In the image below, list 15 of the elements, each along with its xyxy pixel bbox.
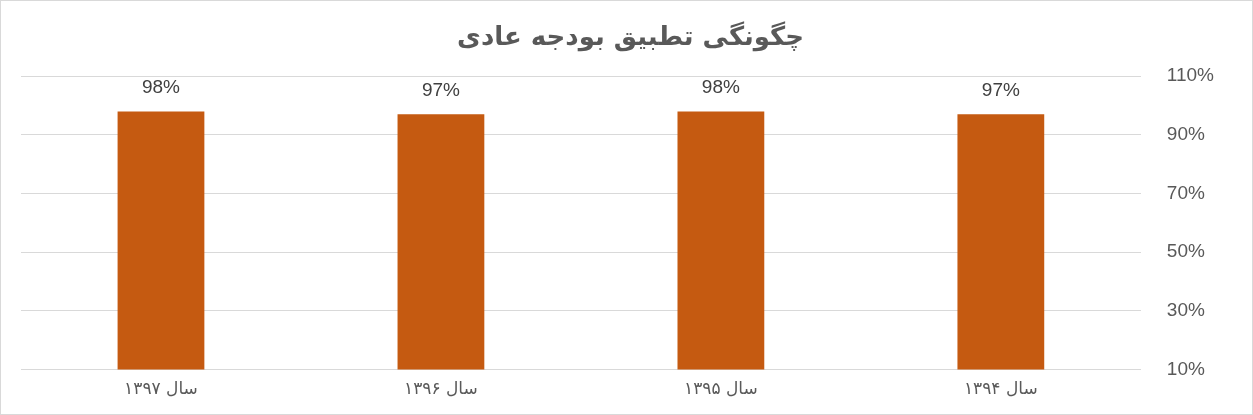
data-label: 97% xyxy=(421,79,461,101)
chart-title: چگونگی تطبیق بودجه عادی xyxy=(457,21,804,53)
data-label: 97% xyxy=(981,79,1020,101)
x-tick-label: سال ۱۳۹۵ xyxy=(684,378,758,399)
x-tick-label: سال ۱۳۹۶ xyxy=(404,378,478,399)
y-tick-label: 30% xyxy=(1166,299,1205,321)
y-tick-label: 110% xyxy=(1166,64,1215,86)
y-tick-label: 10% xyxy=(1166,357,1205,379)
x-tick-label: سال ۱۳۹۷ xyxy=(124,378,198,399)
x-tick-label: سال ۱۳۹۴ xyxy=(963,378,1038,399)
y-tick-label: 90% xyxy=(1166,123,1205,145)
data-label: 98% xyxy=(701,76,740,98)
y-tick-label: 50% xyxy=(1166,240,1205,262)
data-label: 98% xyxy=(141,76,181,98)
y-tick-label: 70% xyxy=(1166,181,1205,203)
